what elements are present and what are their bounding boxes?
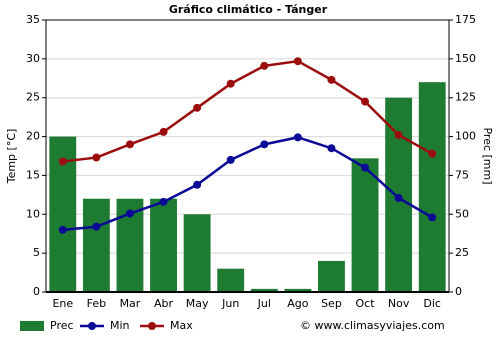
bar <box>418 82 446 293</box>
x-tick-label: Jun <box>221 297 239 310</box>
point <box>293 133 302 142</box>
line <box>62 136 433 232</box>
legend-swatch <box>88 322 96 330</box>
y2-tick-label: 175 <box>455 13 476 26</box>
point <box>394 193 403 202</box>
x-tick-label: Jul <box>257 297 271 310</box>
y-tick-label: 0 <box>33 285 40 298</box>
credit: © www.climasyviajes.com <box>300 319 445 332</box>
point <box>193 103 202 112</box>
point <box>327 75 336 84</box>
x-tick-label: Mar <box>120 297 141 310</box>
x-tick-label: Feb <box>87 297 106 310</box>
point <box>394 131 403 140</box>
x-tick-label: Ene <box>52 297 73 310</box>
point <box>293 57 302 66</box>
point <box>428 149 437 158</box>
point <box>58 225 67 234</box>
x-tick-label: Oct <box>356 297 376 310</box>
point <box>159 197 168 206</box>
y-tick-label: 15 <box>26 168 40 181</box>
y-tick-label: 30 <box>26 52 40 65</box>
bar <box>318 260 345 292</box>
point <box>92 222 101 231</box>
bar <box>351 158 379 292</box>
y-tick-label: 35 <box>26 13 40 26</box>
point <box>125 209 134 218</box>
y2-tick-label: 75 <box>455 168 469 181</box>
y2-tick-label: 25 <box>455 246 469 259</box>
y2-tick-label: 50 <box>455 207 469 220</box>
y-tick-label: 20 <box>26 130 40 143</box>
legend-label: Min <box>110 319 130 332</box>
y2-tick-label: 100 <box>455 130 476 143</box>
legend-swatch <box>148 322 156 330</box>
point <box>428 213 437 222</box>
y-tick-label: 25 <box>26 91 40 104</box>
y2-tick-label: 125 <box>455 91 476 104</box>
x-tick-label: Nov <box>388 297 410 310</box>
point <box>226 79 235 88</box>
y-axis-label: Temp [°C] <box>5 129 18 185</box>
x-tick-label: May <box>186 297 209 310</box>
point <box>361 97 370 106</box>
legend-label: Prec <box>50 319 74 332</box>
line <box>62 59 433 163</box>
point <box>159 127 168 136</box>
x-tick-label: Abr <box>154 297 174 310</box>
point <box>92 153 101 162</box>
y2-tick-label: 0 <box>455 285 462 298</box>
point <box>125 140 134 149</box>
y-tick-label: 5 <box>33 246 40 259</box>
point <box>260 61 269 70</box>
point <box>58 157 67 166</box>
bar <box>150 198 177 292</box>
bar <box>217 268 245 292</box>
point <box>361 163 370 172</box>
bar <box>82 198 110 292</box>
y2-tick-label: 150 <box>455 52 476 65</box>
y2-axis-label: Prec [mm] <box>481 127 494 184</box>
x-tick-label: Ago <box>287 297 309 310</box>
bar <box>284 288 312 292</box>
x-tick-label: Dic <box>423 297 441 310</box>
point <box>193 180 202 189</box>
legend-label: Max <box>170 319 193 332</box>
x-tick-label: Sep <box>321 297 342 310</box>
bar <box>250 288 278 292</box>
point <box>226 155 235 164</box>
bar <box>183 214 211 292</box>
point <box>327 144 336 153</box>
chart-title: Gráfico climático - Tánger <box>169 3 328 16</box>
point <box>260 140 269 149</box>
legend-swatch <box>20 321 44 331</box>
y-tick-label: 10 <box>26 207 40 220</box>
